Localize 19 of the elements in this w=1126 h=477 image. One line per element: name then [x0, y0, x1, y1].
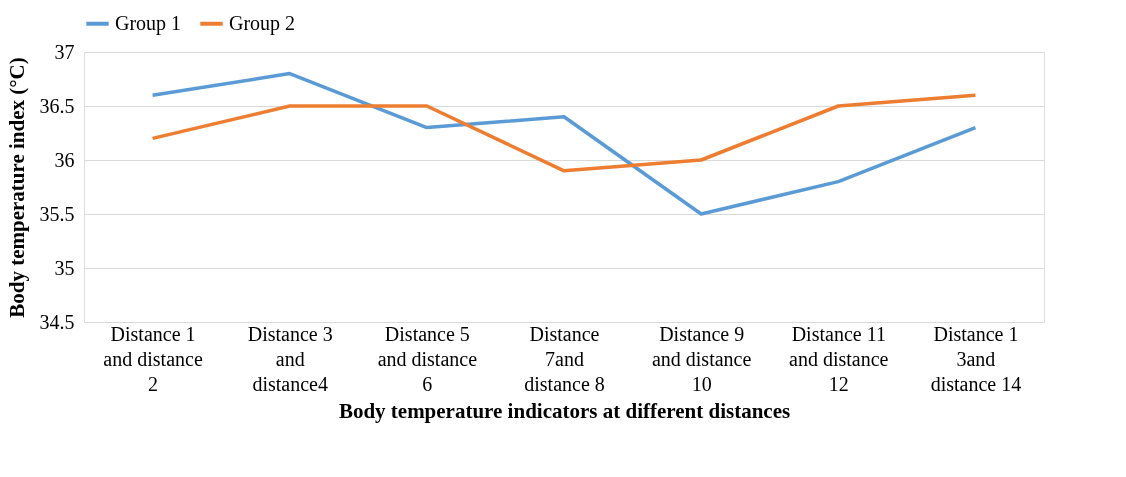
legend-label: Group 2	[229, 11, 296, 35]
y-tick-label: 35.5	[39, 202, 75, 225]
y-tick-label: 36.5	[39, 94, 75, 117]
y-tick-label: 35	[54, 256, 75, 279]
y-tick-label: 34.5	[39, 310, 75, 333]
x-tick-label: Distance 5 and distance 6	[377, 322, 478, 395]
y-axis-title: Body temperature index (°C)	[4, 57, 29, 318]
x-tick-label: Distance 7and distance 8	[524, 322, 605, 395]
x-tick-label: Distance 11 and distance 12	[789, 322, 889, 395]
line-series	[150, 93, 978, 173]
x-tick-label: Distance 3 and distance4	[247, 322, 333, 395]
line-series	[150, 71, 978, 216]
y-tick-label: 36	[54, 148, 75, 171]
x-tick-label: Distance 1 and distance 2	[103, 322, 203, 395]
x-tick-label: Distance 9 and distance 10	[651, 322, 752, 395]
y-tick-label: 37	[54, 40, 75, 63]
x-axis-title: Body temperature indicators at different distances	[338, 398, 791, 423]
legend-label: Group 1	[115, 11, 182, 35]
x-tick-label: Distance 1 3and distance 14	[930, 322, 1022, 395]
